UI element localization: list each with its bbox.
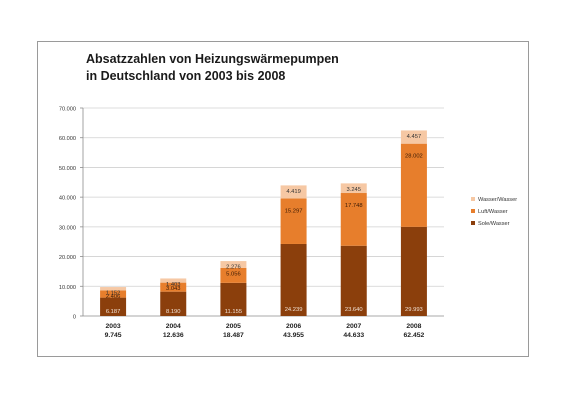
y-tick-label: 60.000 <box>59 136 76 142</box>
bar-luft-wasser-2008 <box>400 143 427 227</box>
bar-luft-wasser-2005 <box>220 267 247 283</box>
data-label: 24.239 <box>285 307 303 313</box>
bar-wasser-wasser-2005 <box>220 261 247 268</box>
bar-wasser-wasser-2006 <box>280 185 307 199</box>
chart-title-line-1: Absatzzahlen von Heizungswärmepumpen <box>86 52 339 66</box>
bar-wasser-wasser-2004 <box>160 278 187 283</box>
bar-sole-wasser-2008 <box>400 226 427 316</box>
y-tick-label: 0 <box>73 315 76 321</box>
data-label: 6.187 <box>106 309 121 315</box>
bar-luft-wasser-2004 <box>160 282 187 292</box>
data-label: 11.155 <box>225 309 242 315</box>
category-total-label: 18.487 <box>223 332 244 339</box>
y-tick-label: 20.000 <box>59 255 76 261</box>
bar-sole-wasser-2007 <box>340 245 367 316</box>
data-label: 4.457 <box>407 134 422 140</box>
legend-swatch-sole-wasser <box>471 221 475 225</box>
legend-label-luft-wasser: Luft/Wasser <box>478 209 508 215</box>
y-tick-label: 70.000 <box>59 107 76 113</box>
data-label: 15.297 <box>285 209 303 215</box>
y-tick-label: 30.000 <box>59 225 76 231</box>
data-label: 23.640 <box>345 307 363 313</box>
data-label: 29.993 <box>405 307 423 313</box>
data-label: 2.276 <box>226 265 241 271</box>
bar-sole-wasser-2004 <box>160 291 187 316</box>
legend-label-wasser-wasser: Wasser/Wasser <box>478 197 517 203</box>
bar-wasser-wasser-2003 <box>100 287 127 291</box>
y-tick-label: 50.000 <box>59 166 76 172</box>
data-label: 17.748 <box>345 203 363 209</box>
data-label: 4.419 <box>286 189 301 195</box>
data-label: 1.152 <box>106 291 121 297</box>
legend-swatch-luft-wasser <box>471 209 475 213</box>
x-tick-label: 2005 <box>226 323 241 330</box>
bar-wasser-wasser-2007 <box>340 183 367 194</box>
bar-wasser-wasser-2008 <box>400 130 427 144</box>
category-total-label: 12.636 <box>163 332 184 339</box>
bar-sole-wasser-2005 <box>220 282 247 316</box>
bar-luft-wasser-2006 <box>280 198 307 244</box>
legend-label-sole-wasser: Sole/Wasser <box>478 221 510 227</box>
data-label: 8.190 <box>166 309 181 315</box>
category-total-label: 44.633 <box>343 332 364 339</box>
data-label: 2.406 <box>106 294 121 300</box>
x-tick-label: 2007 <box>346 323 361 330</box>
x-tick-label: 2008 <box>406 323 421 330</box>
data-label: 28.002 <box>405 154 423 160</box>
data-label: 5.056 <box>226 271 241 277</box>
category-total-label: 43.955 <box>283 332 304 339</box>
bar-sole-wasser-2006 <box>280 243 307 316</box>
chart-title-line-2: in Deutschland von 2003 bis 2008 <box>86 69 286 83</box>
bar-sole-wasser-2003 <box>100 297 127 316</box>
y-tick-label: 10.000 <box>59 285 76 291</box>
legend-swatch-wasser-wasser <box>471 197 475 201</box>
category-total-label: 62.452 <box>404 332 425 339</box>
bar-luft-wasser-2007 <box>340 193 367 246</box>
bar-luft-wasser-2003 <box>100 290 127 298</box>
data-label: 3.043 <box>166 286 181 292</box>
data-label: 3.245 <box>346 187 361 193</box>
x-tick-label: 2004 <box>166 323 181 330</box>
data-label: 1.403 <box>166 282 181 288</box>
y-tick-label: 40.000 <box>59 196 76 202</box>
x-tick-label: 2006 <box>286 323 301 330</box>
category-total-label: 9.745 <box>105 332 122 339</box>
chart-title: Absatzzahlen von Heizungswärmepumpen in … <box>86 51 339 85</box>
x-tick-label: 2003 <box>106 323 121 330</box>
